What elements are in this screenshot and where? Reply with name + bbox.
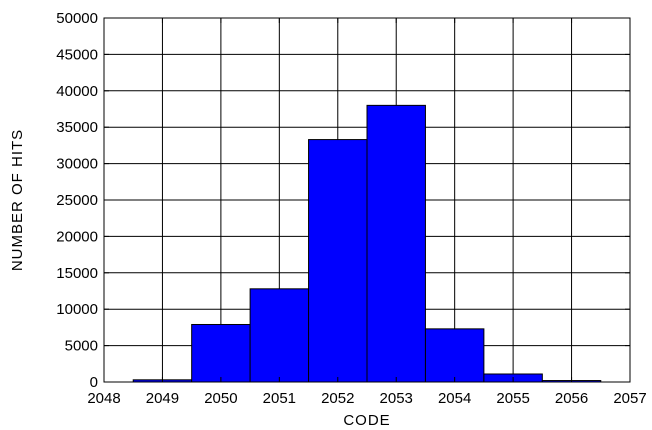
bar-2051 — [249, 288, 310, 383]
y-tick-label: 50000 — [56, 10, 98, 27]
y-tick-labels: 0 5000 10000 15000 20000 25000 30000 35000 40000… — [56, 10, 98, 391]
y-tick-label: 15000 — [56, 265, 98, 282]
x-axis-label: CODE — [343, 412, 390, 429]
y-tick-label: 0 — [90, 374, 98, 391]
y-axis-label: NUMBER OF HITS — [9, 129, 26, 271]
y-tick-label: 25000 — [56, 192, 98, 209]
x-tick-label: 2055 — [496, 390, 529, 407]
bar-2053 — [366, 104, 426, 383]
y-tick-label: 5000 — [65, 338, 98, 355]
x-tick-label: 2056 — [555, 390, 588, 407]
x-tick-label: 2057 — [613, 390, 646, 407]
x-tick-label: 2049 — [146, 390, 179, 407]
x-tick-label: 2054 — [438, 390, 471, 407]
y-tick-label: 30000 — [56, 156, 98, 173]
x-tick-labels: 2048 2049 2050 2051 2052 2053 2054 2055 2056 2057 — [87, 390, 646, 407]
bar-2050 — [191, 323, 251, 383]
bar-2054 — [424, 328, 485, 383]
x-tick-label: 2050 — [204, 390, 237, 407]
y-tick-label: 45000 — [56, 46, 98, 63]
x-tick-label: 2053 — [380, 390, 413, 407]
tick-marks — [103, 17, 631, 383]
y-tick-label: 40000 — [56, 83, 98, 100]
y-tick-label: 10000 — [56, 301, 98, 318]
x-tick-label: 2048 — [87, 390, 120, 407]
x-tick-label: 2052 — [321, 390, 354, 407]
y-tick-label: 35000 — [56, 119, 98, 136]
y-tick-label: 20000 — [56, 228, 98, 245]
bar-2052 — [308, 139, 368, 383]
x-tick-label: 2051 — [263, 390, 296, 407]
